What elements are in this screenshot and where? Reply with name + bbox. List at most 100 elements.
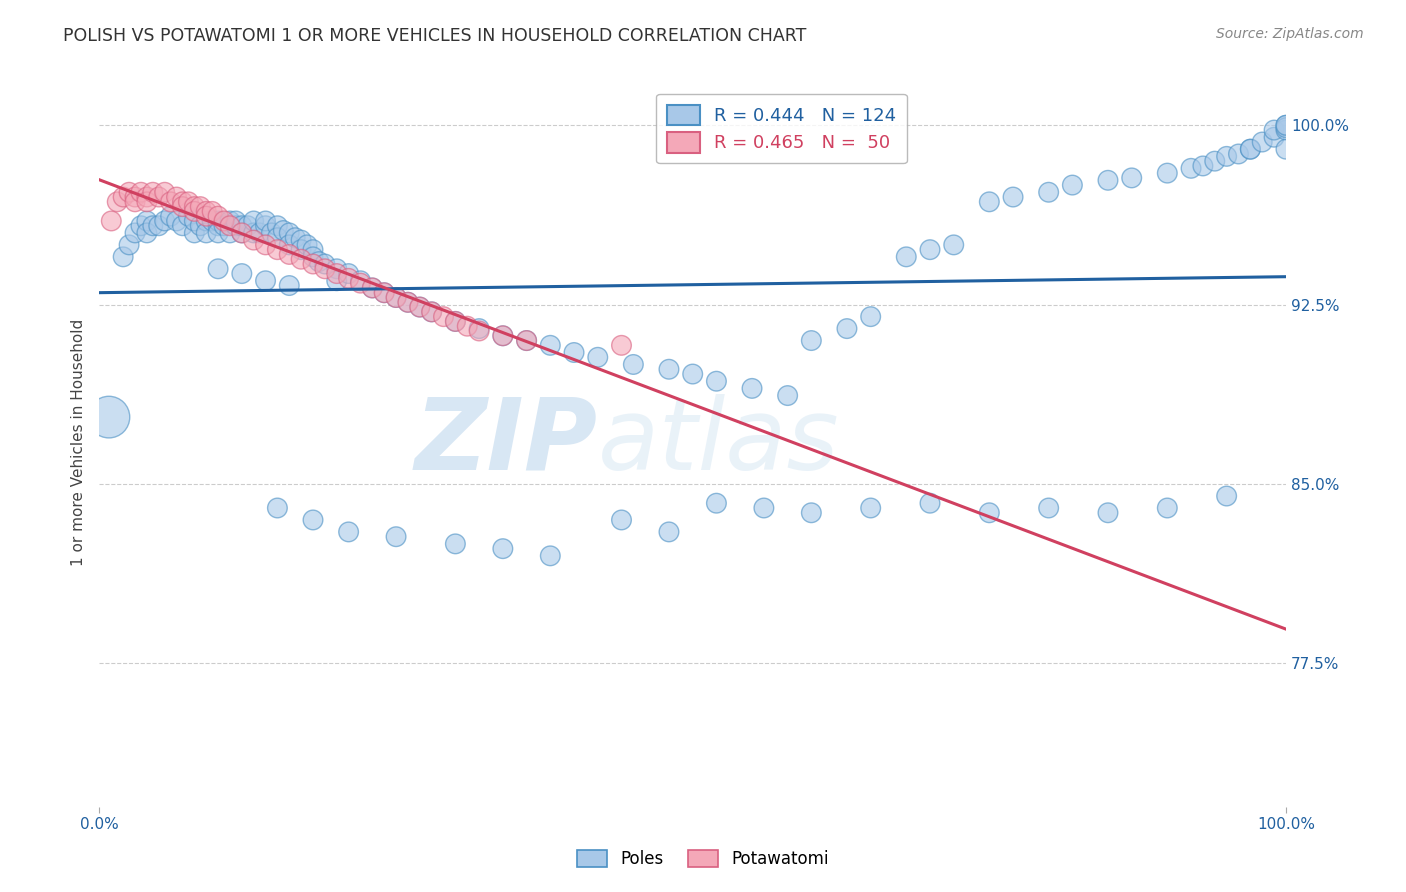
Point [706,496,728,510]
Point [1097,173,1119,187]
Point [1251,135,1274,149]
Point [859,500,882,515]
Point [172,200,194,214]
Point [201,204,224,219]
Text: atlas: atlas [598,393,839,491]
Point [159,194,181,209]
Point [260,226,283,240]
Point [456,319,478,334]
Point [124,194,146,209]
Point [302,243,325,257]
Point [706,374,728,388]
Point [266,500,288,515]
Point [682,367,704,381]
Point [159,209,181,223]
Point [201,214,224,228]
Point [231,226,253,240]
Point [183,226,205,240]
Point [658,362,681,376]
Point [212,219,235,233]
Point [1239,142,1261,156]
Point [1275,118,1298,132]
Point [396,295,419,310]
Point [1239,142,1261,156]
Point [231,219,253,233]
Point [172,194,194,209]
Point [177,194,200,209]
Point [621,358,644,372]
Point [800,506,823,520]
Point [1215,489,1237,503]
Point [207,214,229,228]
Point [207,219,229,233]
Point [444,537,467,551]
Point [284,230,307,244]
Point [207,226,229,240]
Point [1121,170,1143,185]
Point [492,328,515,343]
Point [129,186,152,200]
Point [242,226,264,240]
Point [658,524,681,539]
Point [420,305,443,319]
Point [278,226,301,240]
Point [349,276,371,290]
Point [492,328,515,343]
Point [896,250,918,264]
Point [112,250,135,264]
Point [219,214,242,228]
Point [1275,142,1298,156]
Point [290,243,312,257]
Point [326,267,349,281]
Point [148,190,170,204]
Point [118,186,141,200]
Point [373,285,395,300]
Point [610,338,633,352]
Point [212,214,235,228]
Point [100,214,122,228]
Point [859,310,882,324]
Point [1097,506,1119,520]
Point [254,274,277,288]
Point [385,530,408,544]
Point [326,274,349,288]
Point [1204,154,1226,169]
Point [183,214,205,228]
Point [538,549,561,563]
Point [254,238,277,252]
Point [278,238,301,252]
Point [273,223,295,237]
Point [188,219,211,233]
Point [195,204,218,219]
Point [538,338,561,352]
Point [337,267,360,281]
Point [183,200,205,214]
Point [242,214,264,228]
Point [236,219,259,233]
Point [432,310,454,324]
Point [1156,166,1178,180]
Point [835,321,858,335]
Point [314,261,336,276]
Point [396,295,419,310]
Point [148,219,170,233]
Point [586,351,609,365]
Point [409,300,432,314]
Point [188,200,211,214]
Point [1215,149,1237,163]
Point [741,381,763,395]
Point [752,500,775,515]
Point [337,271,360,285]
Point [278,247,301,261]
Point [266,230,288,244]
Point [177,209,200,223]
Text: ZIP: ZIP [415,393,598,491]
Point [124,226,146,240]
Point [135,214,157,228]
Text: POLISH VS POTAWATOMI 1 OR MORE VEHICLES IN HOUSEHOLD CORRELATION CHART: POLISH VS POTAWATOMI 1 OR MORE VEHICLES … [63,27,807,45]
Point [1062,178,1084,192]
Point [516,334,538,348]
Point [918,243,941,257]
Point [153,214,176,228]
Point [361,281,384,295]
